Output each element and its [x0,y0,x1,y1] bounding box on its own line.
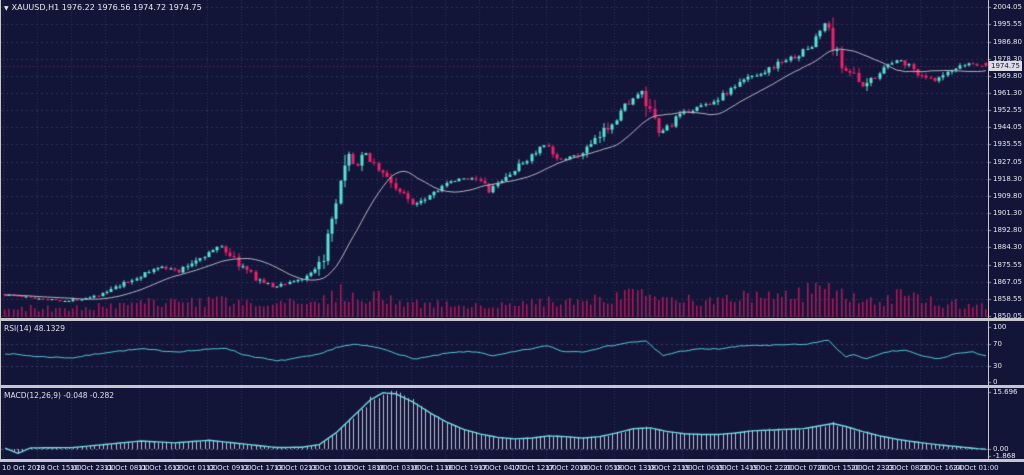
macd-indicator-label: MACD(12,26,9) -0.048 -0.282 [4,391,115,400]
time-tick-label: 23 Oct 16:00 [919,464,965,472]
price-tick-label: 1995.55 [993,20,1022,28]
time-tick-label: 20 Oct 07:00 [783,464,829,472]
panel-divider-macd-timeaxis[interactable] [0,459,1024,462]
macd-tick-label: 0.00 [993,445,1009,453]
time-tick-label: 18 Oct 13:00 [613,464,659,472]
price-tick-label: 1884.30 [993,243,1022,251]
time-tick-label: 16 Oct 19:00 [444,464,490,472]
time-tick-label: 10 Oct 15:00 [36,464,82,472]
time-tick-label: 19 Oct 22:00 [749,464,795,472]
time-tick-label: 13 Oct 10:00 [308,464,354,472]
chart-title: ▼ XAUUSD,H1 1976.22 1976.56 1974.72 1974.… [4,3,202,12]
time-tick-label: 10 Oct 2023 [2,464,46,472]
time-axis[interactable]: 10 Oct 2023 10 Oct 15:00 10 Oct 23:00 11 Oc… [0,462,1024,475]
price-tick-label: 1978.30 [993,55,1022,63]
price-tick-label: 1858.55 [993,295,1022,303]
time-tick-label: 11 Oct 08:00 [104,464,150,472]
price-tick-label: 1850.05 [993,312,1022,320]
symbol-timeframe-label: XAUUSD,H1 [11,3,60,12]
time-tick-label: 10 Oct 23:00 [70,464,116,472]
time-tick-label: 17 Oct 20:00 [545,464,591,472]
time-tick-label: 12 Oct 17:00 [240,464,286,472]
price-tick-label: 1927.05 [993,158,1022,166]
time-tick-label: 18 Oct 05:00 [579,464,625,472]
rsi-indicator-label: RSI(14) 48.1329 [4,324,65,333]
symbol-dropdown-icon[interactable]: ▼ [4,5,9,12]
time-tick-label: 13 Oct 18:00 [342,464,388,472]
price-tick-label: 1909.80 [993,192,1022,200]
time-tick-label: 24 Oct 01:00 [953,464,999,472]
time-tick-label: 20 Oct 23:00 [851,464,897,472]
rsi-tick-label: 70 [993,340,1002,348]
time-tick-label: 12 Oct 01:00 [172,464,218,472]
time-tick-label: 23 Oct 08:00 [885,464,931,472]
rsi-tick-label: 30 [993,362,1002,370]
chart-left-border [0,0,1,462]
rsi-tick-label: 0 [993,378,998,386]
panel-divider-rsi-macd[interactable] [0,385,1024,388]
current-price-tag: 1974.75 [989,61,1022,71]
time-tick-label: 13 Oct 02:00 [274,464,320,472]
time-tick-label: 11 Oct 16:00 [138,464,184,472]
time-tick-label: 17 Oct 04:00 [478,464,524,472]
time-tick-label: 18 Oct 21:00 [647,464,693,472]
price-tick-label: 1944.05 [993,123,1022,131]
time-tick-label: 20 Oct 15:00 [817,464,863,472]
price-tick-label: 1918.30 [993,175,1022,183]
price-tick-label: 1875.55 [993,261,1022,269]
price-tick-label: 1892.80 [993,226,1022,234]
time-tick-label: 12 Oct 09:00 [206,464,252,472]
macd-tick-label: -1.868 [993,452,1016,460]
price-tick-label: 1952.55 [993,106,1022,114]
price-tick-label: 1986.80 [993,38,1022,46]
panel-divider-main-rsi[interactable] [0,318,1024,321]
price-axis[interactable]: 2004.05 1995.55 1986.80 1978.30 1969.80 1961.… [989,0,1024,462]
time-tick-label: 16 Oct 11:00 [410,464,456,472]
ohlc-values: 1976.22 1976.56 1974.72 1974.75 [61,3,202,12]
time-tick-label: 19 Oct 06:00 [681,464,727,472]
time-tick-label: 16 Oct 03:00 [376,464,422,472]
price-tick-label: 1901.30 [993,209,1022,217]
price-tick-label: 1961.30 [993,89,1022,97]
price-axis-border [988,0,989,462]
price-tick-label: 1935.55 [993,140,1022,148]
price-tick-label: 1867.05 [993,278,1022,286]
time-tick-label: 17 Oct 12:00 [511,464,557,472]
price-tick-label: 1969.80 [993,72,1022,80]
time-tick-label: 19 Oct 14:00 [715,464,761,472]
price-tick-label: 2004.05 [993,3,1022,11]
rsi-tick-label: 100 [993,323,1007,331]
macd-tick-label: 15.696 [993,388,1018,396]
